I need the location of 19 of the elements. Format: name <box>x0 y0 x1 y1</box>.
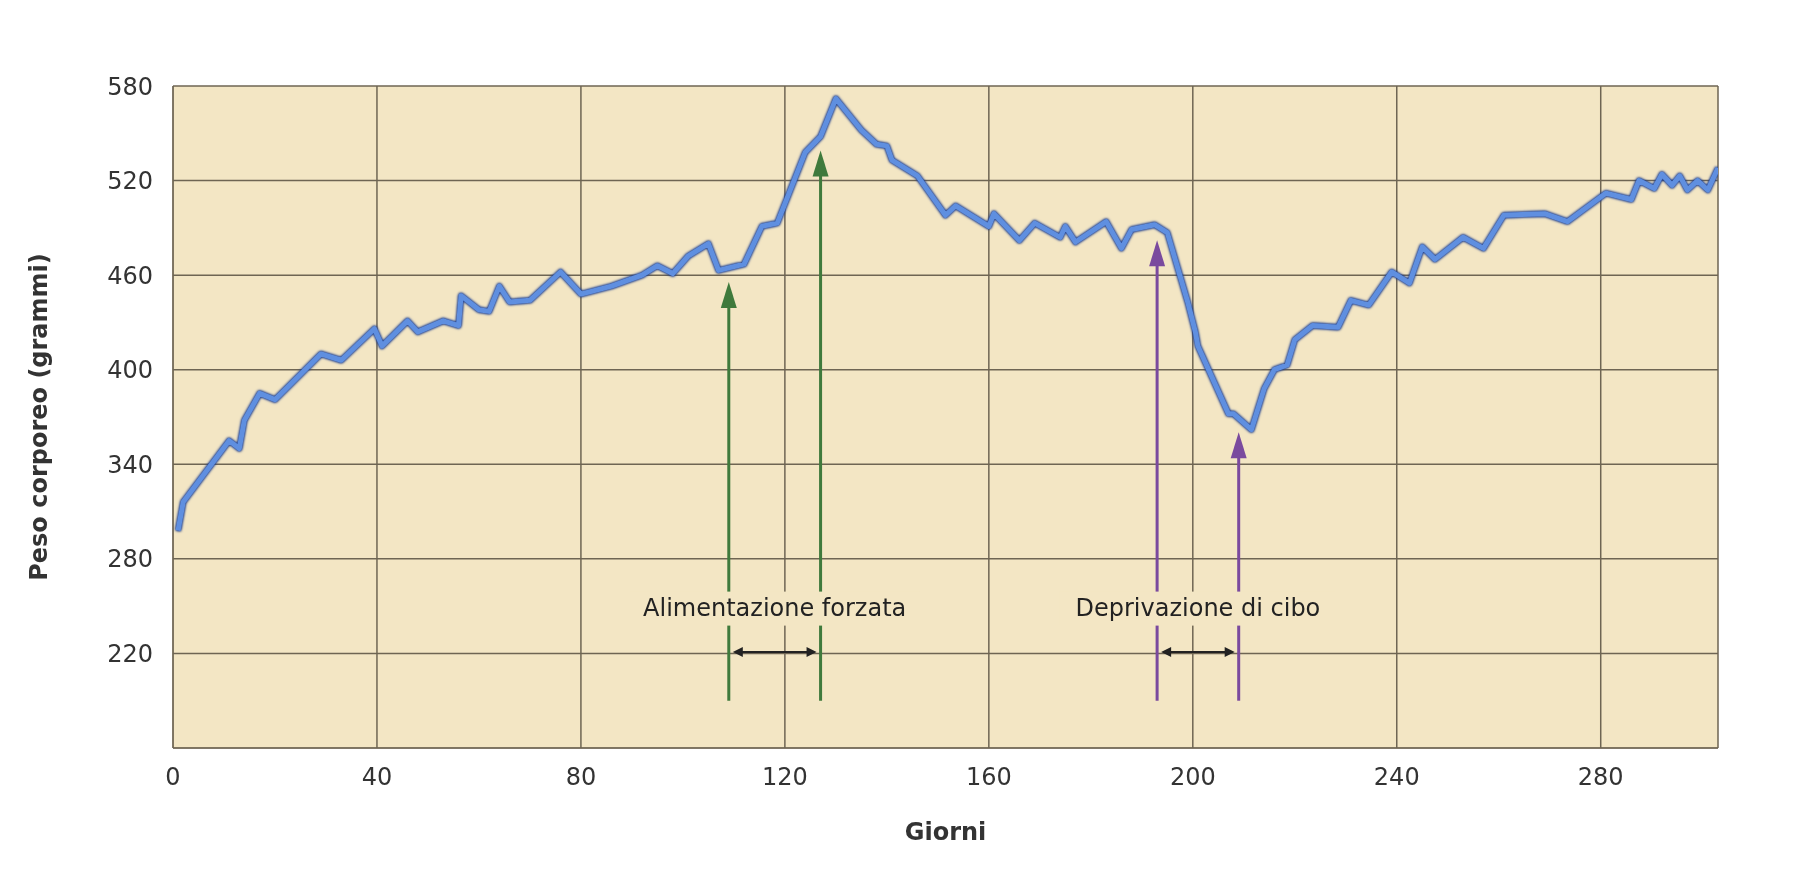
y-tick-label: 340 <box>107 450 153 479</box>
y-tick-label: 280 <box>107 545 153 574</box>
y-tick-label: 520 <box>107 167 153 196</box>
x-tick-label: 40 <box>361 763 393 792</box>
y-axis-title: Peso corporeo (grammi) <box>24 253 53 581</box>
y-tick-label: 460 <box>107 261 153 290</box>
x-tick-label: 80 <box>565 763 597 792</box>
x-tick-label: 240 <box>1373 763 1420 792</box>
x-tick-label: 160 <box>965 763 1012 792</box>
annotation: Deprivazione di cibo <box>1075 593 1321 622</box>
x-tick-label: 0 <box>165 763 181 792</box>
annotation: Alimentazione forzata <box>643 593 907 622</box>
y-tick-label: 580 <box>107 72 153 101</box>
x-tick-label: 280 <box>1577 763 1624 792</box>
x-tick-label: 200 <box>1169 763 1216 792</box>
x-axis-title: Giorni <box>904 818 987 846</box>
x-tick-label: 120 <box>761 763 808 792</box>
y-tick-label: 220 <box>107 639 153 668</box>
y-tick-label: 400 <box>107 356 153 385</box>
